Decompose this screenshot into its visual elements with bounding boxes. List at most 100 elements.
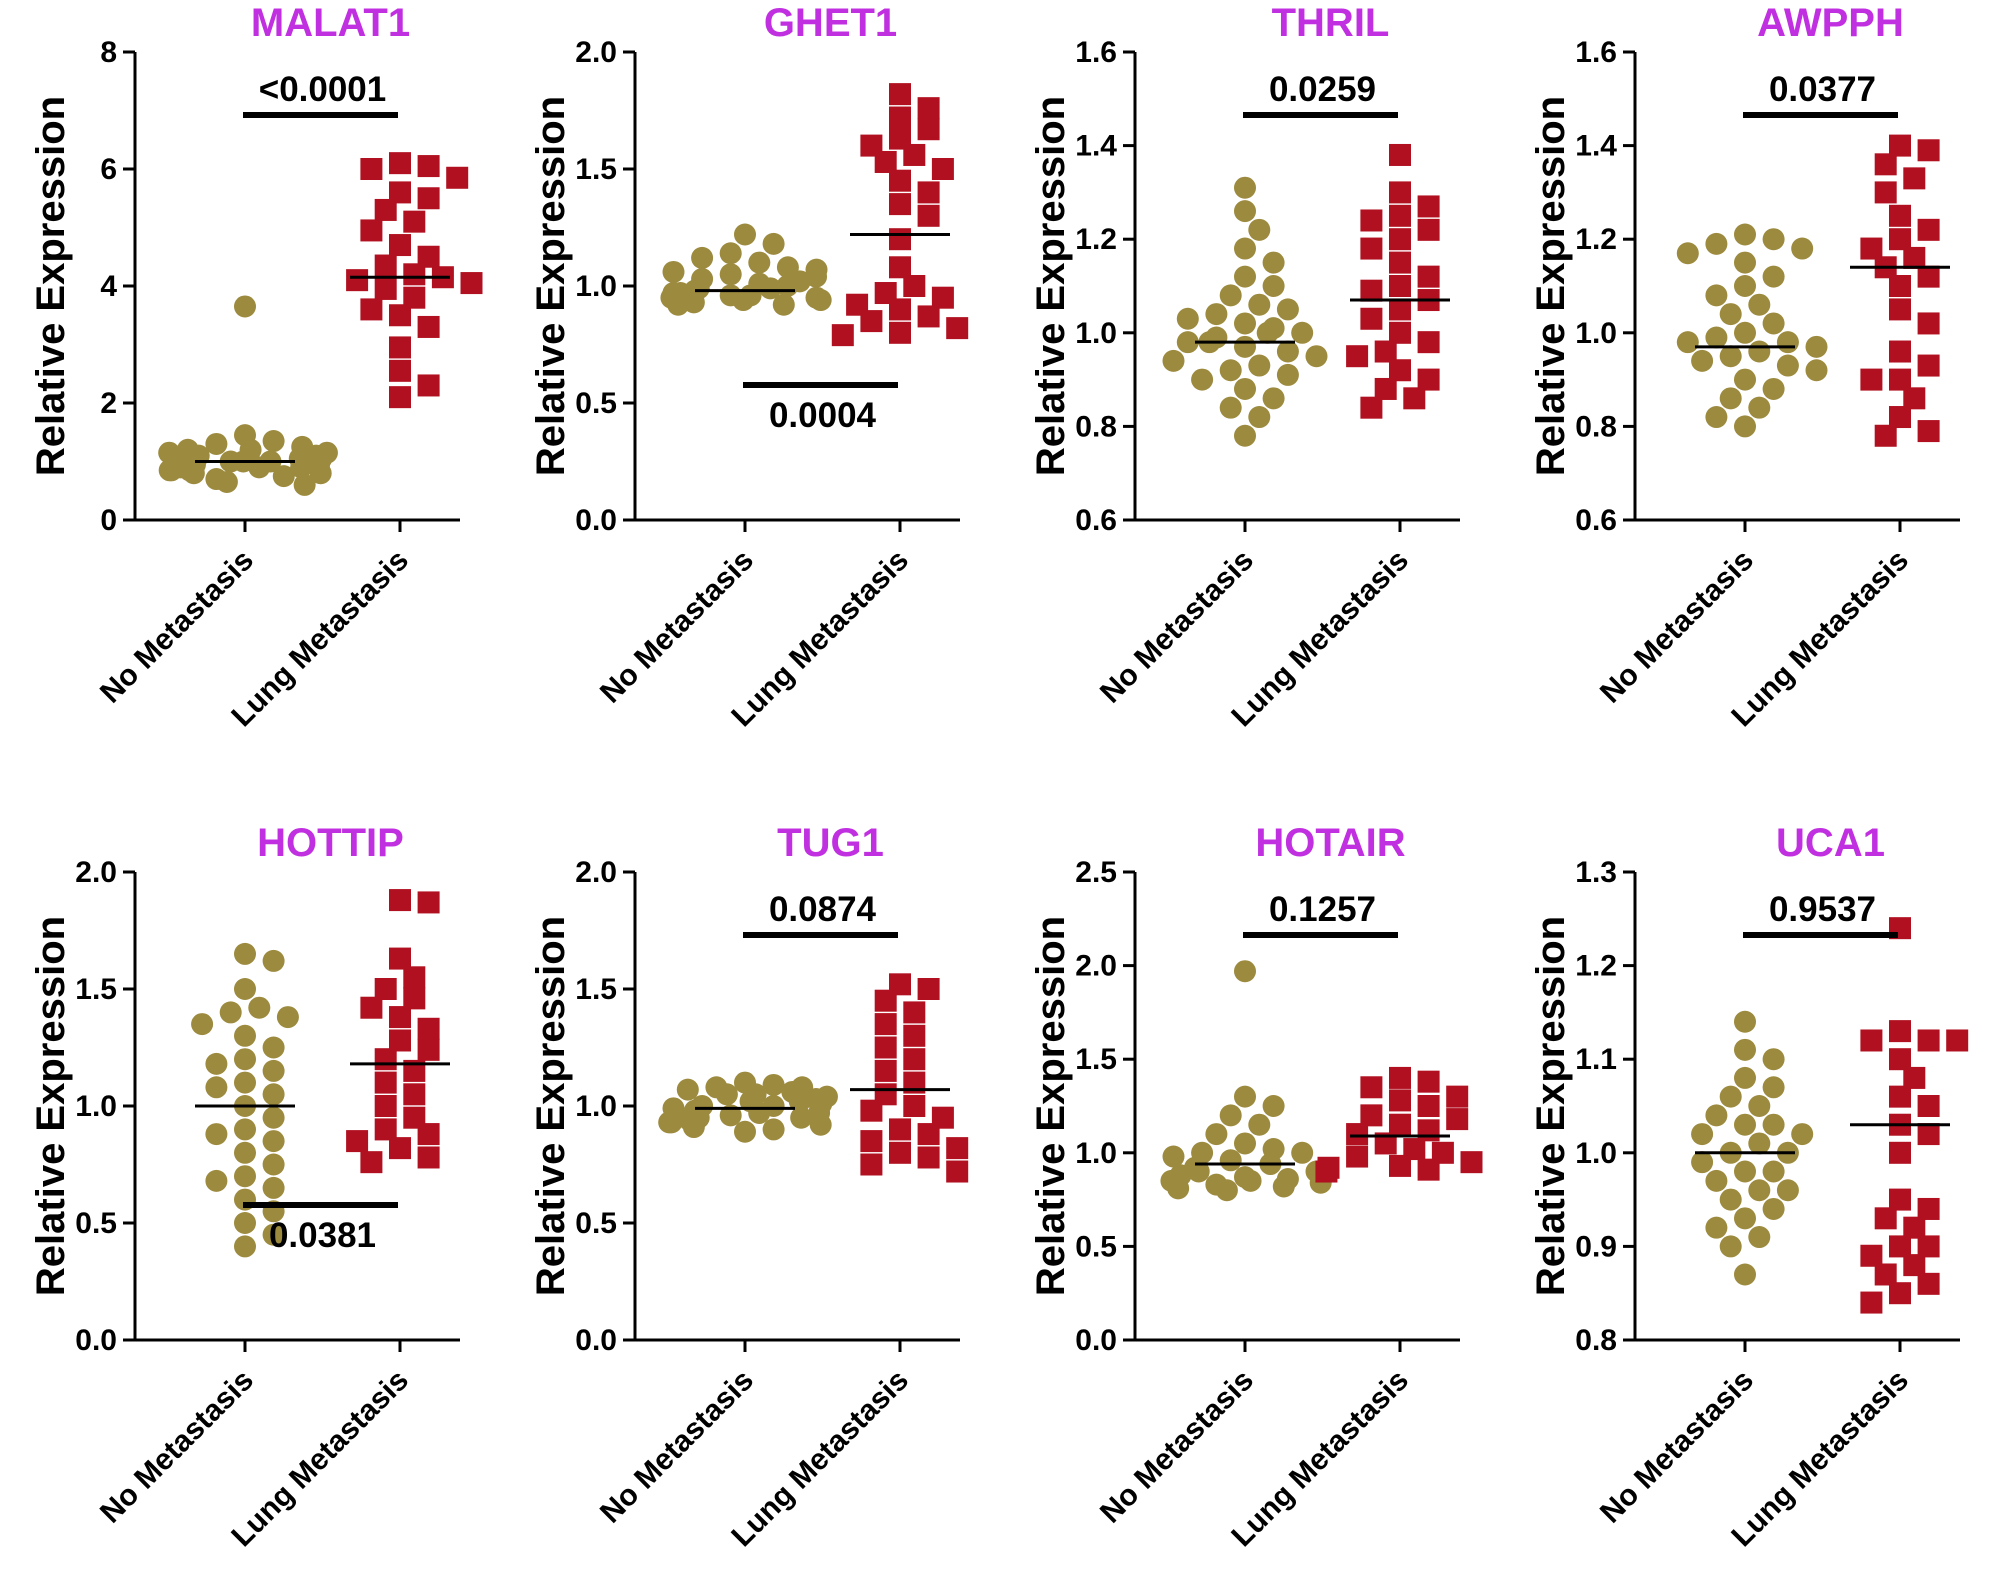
data-point-lung-metastasis [1917, 312, 1940, 335]
data-point-lung-metastasis [1917, 1197, 1940, 1220]
data-point-no-metastasis [1215, 1179, 1238, 1202]
data-point-lung-metastasis [417, 155, 440, 178]
data-point-no-metastasis [658, 1111, 681, 1134]
y-tick-label: 0.0 [75, 1324, 117, 1357]
x-category-label: No Metastasis [1594, 544, 1760, 710]
data-point-no-metastasis [1734, 1038, 1756, 1061]
data-point-lung-metastasis [417, 891, 440, 914]
data-point-no-metastasis [1762, 1113, 1785, 1136]
data-point-no-metastasis [1248, 293, 1271, 316]
data-point-no-metastasis [1734, 1263, 1756, 1286]
data-point-no-metastasis [234, 942, 256, 965]
data-point-lung-metastasis [1360, 307, 1383, 330]
y-tick-label: 1.0 [1075, 317, 1117, 350]
y-tick-label: 1.2 [1575, 223, 1617, 256]
data-point-lung-metastasis [831, 324, 854, 347]
data-point-lung-metastasis [417, 1038, 440, 1061]
data-point-no-metastasis [715, 1083, 738, 1106]
data-point-lung-metastasis [389, 1137, 411, 1160]
data-point-no-metastasis [1291, 1141, 1314, 1164]
data-point-no-metastasis [1234, 200, 1256, 223]
data-point-no-metastasis [1805, 359, 1828, 382]
data-point-lung-metastasis [1917, 1272, 1940, 1295]
data-point-lung-metastasis [374, 1048, 397, 1071]
y-tick-label: 0.0 [575, 1324, 617, 1357]
data-point-no-metastasis [1691, 349, 1714, 372]
data-point-lung-metastasis [1360, 396, 1383, 419]
data-point-no-metastasis [234, 1235, 256, 1258]
data-point-lung-metastasis [1389, 228, 1411, 251]
data-point-lung-metastasis [389, 359, 411, 382]
data-point-lung-metastasis [1360, 1076, 1383, 1099]
x-category-label: No Metastasis [1094, 544, 1260, 710]
data-point-no-metastasis [1234, 377, 1256, 400]
data-point-lung-metastasis [1889, 1282, 1911, 1305]
data-point-no-metastasis [262, 1036, 285, 1059]
chart-title: TUG1 [777, 821, 884, 865]
data-point-no-metastasis [205, 1123, 228, 1146]
data-point-lung-metastasis [1903, 246, 1926, 269]
data-point-no-metastasis [1734, 1066, 1756, 1089]
data-point-lung-metastasis [389, 1029, 411, 1052]
data-point-lung-metastasis [1889, 228, 1911, 251]
data-point-lung-metastasis [889, 1118, 911, 1141]
data-point-lung-metastasis [1417, 265, 1440, 288]
p-value-label: 0.0259 [1269, 70, 1376, 109]
data-point-lung-metastasis [1389, 251, 1411, 274]
p-value-label: 0.1257 [1269, 890, 1376, 929]
data-point-no-metastasis [1219, 396, 1242, 419]
data-point-no-metastasis [205, 1169, 228, 1192]
y-tick-label: 0.8 [1575, 410, 1617, 443]
data-point-no-metastasis [1762, 377, 1785, 400]
data-point-lung-metastasis [1889, 298, 1911, 321]
data-point-no-metastasis [1219, 359, 1242, 382]
data-point-lung-metastasis [1360, 1104, 1383, 1127]
data-point-lung-metastasis [889, 193, 911, 216]
data-point-no-metastasis [719, 263, 742, 286]
y-tick-label: 1.1 [1575, 1043, 1617, 1076]
data-point-lung-metastasis [346, 269, 369, 292]
data-point-lung-metastasis [389, 336, 411, 359]
data-point-no-metastasis [1167, 1177, 1190, 1200]
data-point-lung-metastasis [874, 1013, 897, 1036]
data-point-lung-metastasis [1431, 1141, 1454, 1164]
y-tick-label: 2 [100, 387, 117, 420]
data-point-lung-metastasis [1360, 209, 1383, 232]
data-point-lung-metastasis [903, 143, 926, 166]
data-point-no-metastasis [762, 1073, 785, 1096]
data-point-no-metastasis [309, 462, 332, 485]
data-point-no-metastasis [1262, 275, 1285, 297]
panel-malat1: MALAT1 Relative Expression 0 2 4 6 8 No Metasta… [29, 1, 483, 733]
data-point-no-metastasis [1248, 1113, 1271, 1136]
chart-title: MALAT1 [251, 1, 410, 45]
data-point-no-metastasis [734, 1120, 756, 1143]
y-tick-label: 1.6 [1075, 36, 1117, 69]
y-tick-label: 4 [100, 270, 117, 303]
data-point-no-metastasis [1276, 340, 1299, 363]
data-point-lung-metastasis [360, 158, 383, 180]
x-category-label: No Metastasis [94, 544, 260, 710]
data-point-no-metastasis [762, 1118, 785, 1141]
data-point-no-metastasis [719, 242, 742, 265]
y-tick-label: 1.4 [1075, 130, 1117, 163]
data-point-lung-metastasis [1403, 1138, 1426, 1161]
data-point-no-metastasis [262, 1223, 285, 1246]
data-point-no-metastasis [1705, 284, 1728, 307]
data-point-lung-metastasis [360, 298, 383, 321]
data-point-lung-metastasis [417, 187, 440, 210]
data-point-no-metastasis [1805, 335, 1828, 358]
data-point-lung-metastasis [889, 106, 911, 129]
data-point-no-metastasis [1734, 1160, 1756, 1183]
data-point-no-metastasis [1705, 406, 1728, 429]
data-point-no-metastasis [1239, 1169, 1262, 1192]
data-point-lung-metastasis [417, 1017, 440, 1040]
y-tick-label: 0.9 [1575, 1230, 1617, 1263]
data-point-no-metastasis [1734, 1010, 1756, 1033]
data-point-lung-metastasis [1874, 1207, 1897, 1230]
data-point-lung-metastasis [1389, 1089, 1411, 1112]
p-value-label: 0.0004 [769, 396, 877, 435]
data-point-no-metastasis [748, 1102, 771, 1125]
